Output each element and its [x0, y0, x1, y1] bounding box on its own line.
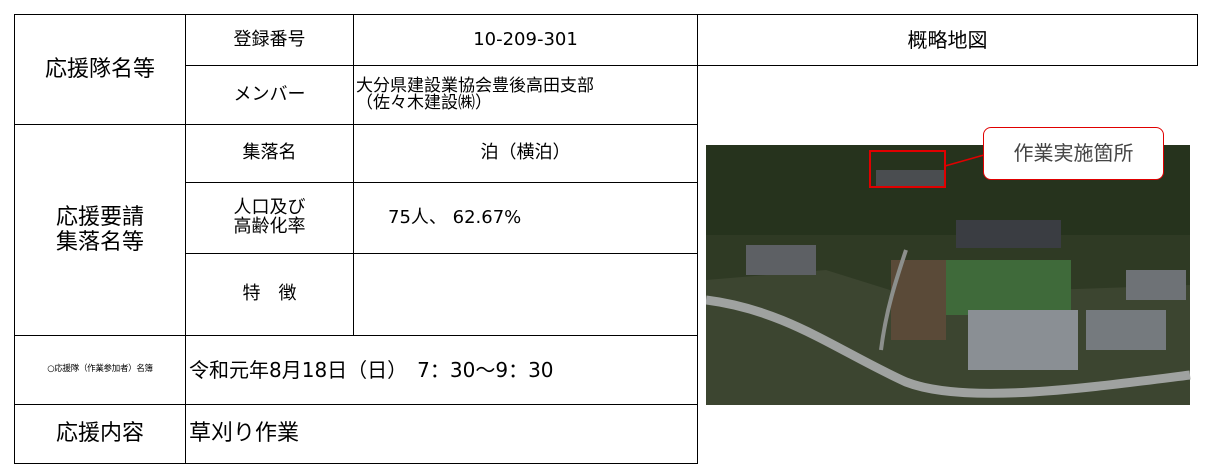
callout-line	[944, 154, 985, 167]
text: 特 徴	[242, 283, 297, 305]
text: 75人、 62.67%	[388, 206, 522, 228]
member-label: メンバー	[185, 65, 354, 125]
greenhouse	[1086, 310, 1166, 350]
pop-value: 75人、 62.67%	[353, 182, 698, 254]
target-box	[869, 150, 946, 188]
text: 集落名	[242, 142, 297, 164]
member-value: 大分県建設業協会豊後高田支部 （佐々木建設㈱）	[353, 65, 698, 125]
text: 高齢化率	[233, 216, 306, 237]
text: 応援要請	[55, 204, 144, 230]
team-label: 応援隊名等	[14, 14, 186, 125]
name-value: 泊（横泊）	[353, 124, 698, 183]
text: 令和元年8月18日（日） 7：30〜9：30	[189, 357, 554, 382]
text: ○応援隊（作業参加者）名簿	[47, 364, 153, 375]
roof	[956, 220, 1061, 248]
text: 泊（横泊）	[480, 142, 571, 164]
content-label: 応援内容	[14, 404, 186, 464]
pop-label: 人口及び 高齢化率	[185, 182, 354, 254]
feature-value	[353, 253, 698, 336]
map-title: 概略地図	[697, 14, 1198, 66]
page: 応援隊名等 登録番号 10-209-301 メンバー 大分県建設業協会豊後高田支…	[14, 14, 1198, 464]
text: メンバー	[233, 83, 306, 105]
text: 応援内容	[55, 421, 144, 447]
roof	[1126, 270, 1186, 300]
name-label: 集落名	[185, 124, 354, 183]
text: 大分県建設業協会豊後高田支部	[356, 76, 594, 96]
greenhouse-field	[946, 260, 1071, 315]
map-image	[706, 145, 1191, 405]
village-label: 応援要請 集落名等	[14, 124, 186, 336]
road	[879, 249, 908, 351]
text: 応援隊名等	[44, 56, 155, 82]
text: 登録番号	[233, 28, 306, 50]
roof	[876, 170, 944, 188]
schedule-label: ○応援隊（作業参加者）名簿	[14, 335, 186, 405]
map-callout: 作業実施箇所	[983, 127, 1164, 180]
text: 概略地図	[907, 27, 988, 52]
feature-label: 特 徴	[185, 253, 354, 336]
text: 10-209-301	[473, 28, 578, 50]
content-value: 草刈り作業	[185, 404, 698, 464]
reg-value: 10-209-301	[353, 14, 698, 66]
greenhouse	[968, 310, 1078, 370]
text: 集落名等	[55, 230, 144, 255]
text: 人口及び	[233, 197, 306, 219]
reg-label: 登録番号	[185, 14, 354, 66]
roof	[746, 245, 816, 275]
text: （佐々木建設㈱）	[356, 93, 492, 113]
text: 作業実施箇所	[1013, 141, 1134, 165]
text: 草刈り作業	[189, 421, 300, 447]
schedule-value: 令和元年8月18日（日） 7：30〜9：30	[185, 335, 698, 405]
road	[706, 295, 1191, 398]
